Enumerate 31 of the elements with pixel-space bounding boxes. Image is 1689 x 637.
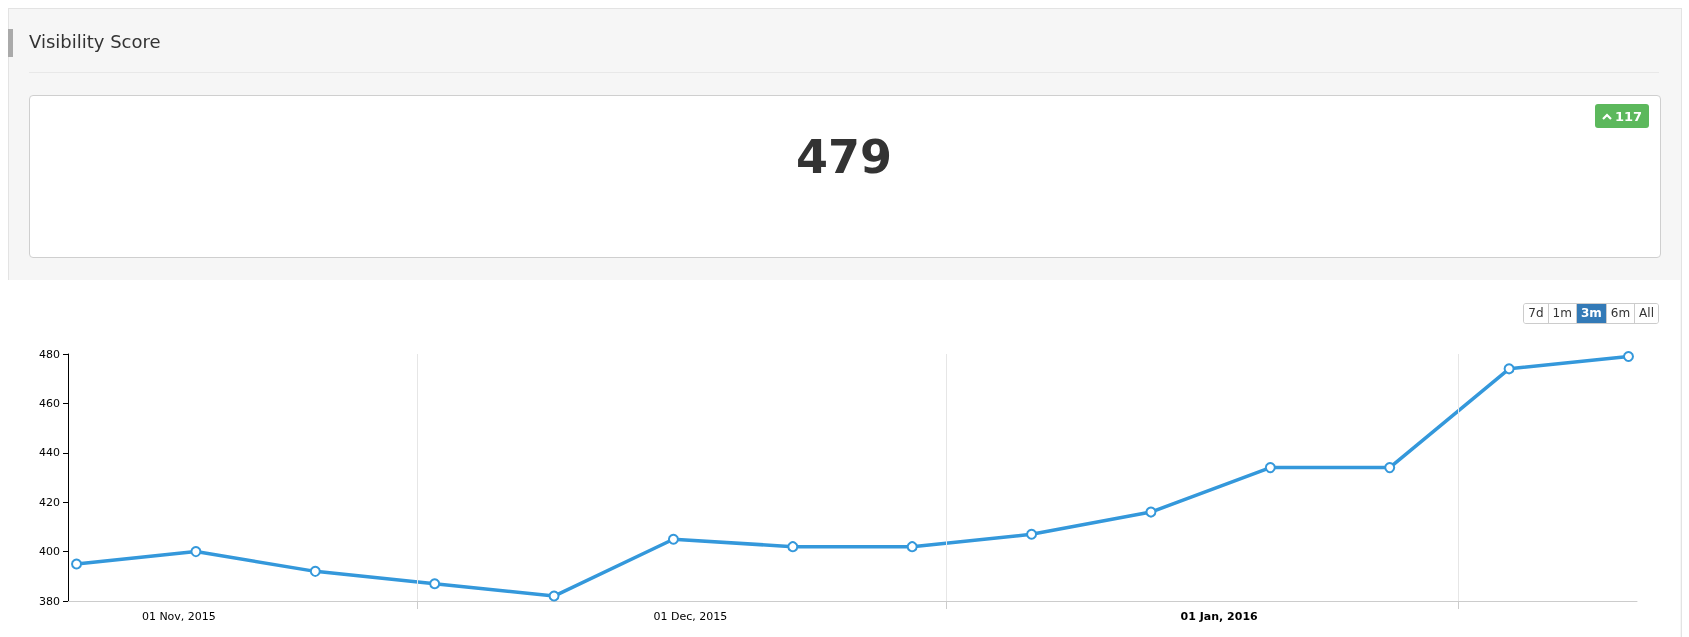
text: 6m (1605, 304, 1635, 323)
point (1503, 363, 1515, 375)
point (548, 590, 560, 602)
text: All (1634, 304, 1658, 323)
point (1026, 528, 1038, 540)
chart-title: Visibility Score (29, 31, 161, 52)
point (190, 546, 202, 558)
point (667, 533, 679, 545)
text: 3m (1575, 304, 1606, 323)
text: 1m (1547, 304, 1576, 323)
point (906, 541, 918, 553)
y-tick-label: 480 (39, 347, 60, 361)
point (429, 578, 441, 590)
text: 7d (1524, 304, 1548, 323)
y-tick-label: 440 (39, 446, 60, 460)
point (1384, 462, 1396, 474)
point (1264, 462, 1276, 474)
y-tick-label: 460 (39, 396, 60, 410)
point (787, 541, 799, 553)
y-tick-label: 380 (39, 594, 60, 608)
text: 117 (1614, 108, 1643, 124)
x-tick-label: 01 Dec, 2015 (653, 610, 728, 623)
x-tick-label: 01 Nov, 2015 (141, 610, 216, 623)
y-tick-label: 420 (39, 495, 60, 509)
point (309, 565, 321, 577)
point (71, 558, 83, 570)
y-tick-label: 400 (39, 545, 60, 559)
point (1145, 506, 1157, 518)
point (1622, 350, 1634, 362)
x-tick-label: 01 Jan, 2016 (1180, 610, 1259, 623)
text: 479 (795, 130, 893, 184)
